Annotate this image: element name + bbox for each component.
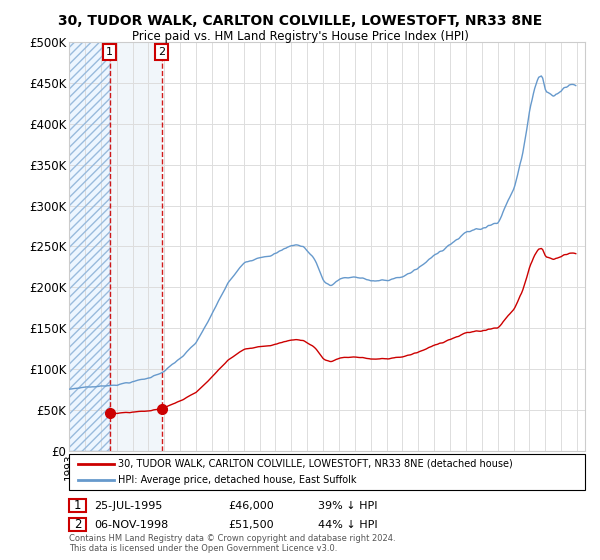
Text: Contains HM Land Registry data © Crown copyright and database right 2024.
This d: Contains HM Land Registry data © Crown c…	[69, 534, 395, 553]
Text: 2: 2	[158, 47, 165, 57]
Text: 44% ↓ HPI: 44% ↓ HPI	[318, 520, 377, 530]
Text: Price paid vs. HM Land Registry's House Price Index (HPI): Price paid vs. HM Land Registry's House …	[131, 30, 469, 43]
Text: 1: 1	[106, 47, 113, 57]
Text: 2: 2	[74, 518, 81, 531]
Text: £51,500: £51,500	[228, 520, 274, 530]
Text: 25-JUL-1995: 25-JUL-1995	[94, 501, 163, 511]
Text: 30, TUDOR WALK, CARLTON COLVILLE, LOWESTOFT, NR33 8NE (detached house): 30, TUDOR WALK, CARLTON COLVILLE, LOWEST…	[118, 459, 513, 469]
Text: 1: 1	[74, 499, 81, 512]
Text: £46,000: £46,000	[228, 501, 274, 511]
Text: HPI: Average price, detached house, East Suffolk: HPI: Average price, detached house, East…	[118, 475, 356, 485]
Bar	[69, 42, 110, 451]
Text: 39% ↓ HPI: 39% ↓ HPI	[318, 501, 377, 511]
Bar	[69, 42, 110, 451]
Text: 06-NOV-1998: 06-NOV-1998	[94, 520, 169, 530]
Bar	[110, 42, 162, 451]
Text: 30, TUDOR WALK, CARLTON COLVILLE, LOWESTOFT, NR33 8NE: 30, TUDOR WALK, CARLTON COLVILLE, LOWEST…	[58, 14, 542, 28]
